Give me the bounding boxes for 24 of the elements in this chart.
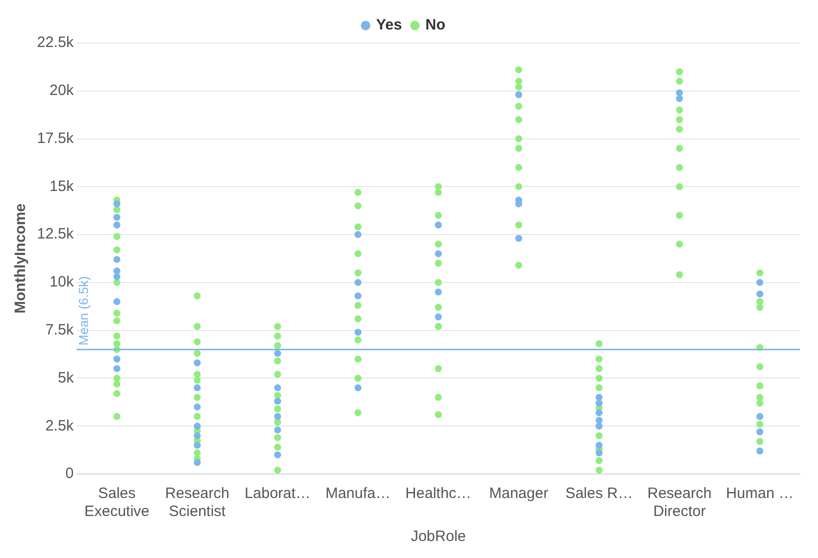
x-tick-label: Laborat… (244, 485, 311, 502)
y-tick-label: 12.5k (36, 226, 74, 243)
x-tick-label: Healthc… (405, 485, 472, 502)
x-tick-label: Manufa… (325, 485, 391, 502)
y-tick-label: 15k (50, 178, 74, 195)
x-tick-label: Manager (489, 485, 548, 502)
y-axis-title: MonthlyIncome (12, 203, 30, 314)
x-tick-label: Research Scientist (165, 485, 230, 520)
y-tick-label: 7.5k (45, 321, 74, 338)
x-tick-label: Sales R… (565, 485, 633, 502)
y-tick-label: 20k (50, 82, 74, 100)
x-axis-title: JobRole (410, 528, 466, 546)
y-tick-label: 10k (50, 274, 74, 291)
y-tick-label: 5k (58, 369, 74, 386)
ref-line-label: Mean (6.5k) (76, 276, 91, 346)
y-tick-label: 2.5k (45, 417, 74, 434)
legend-label: No (425, 16, 446, 34)
y-tick-label: 17.5k (36, 130, 74, 147)
legend-label: Yes (376, 16, 402, 34)
x-tick-label: Sales Executive (84, 485, 150, 520)
y-tick-label: 0 (65, 465, 74, 482)
y-tick-label: 22.5k (36, 34, 74, 52)
x-tick-label: Human … (726, 485, 794, 502)
x-tick-label: Research Director (647, 485, 712, 520)
